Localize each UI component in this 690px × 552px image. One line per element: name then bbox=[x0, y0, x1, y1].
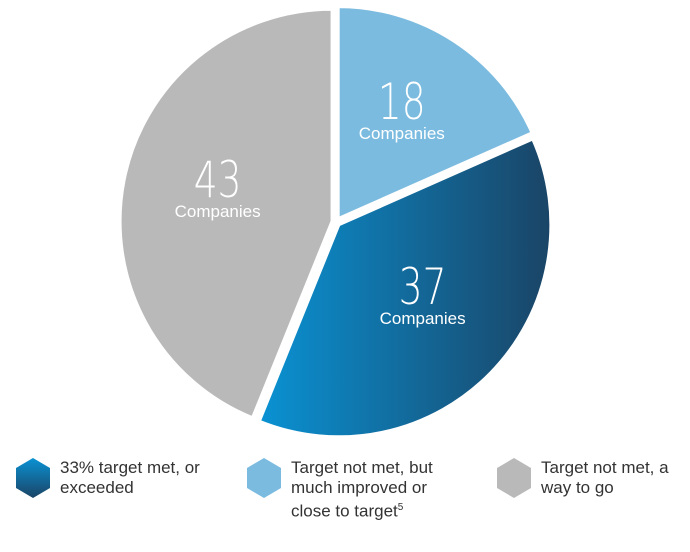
hexagon bbox=[247, 458, 281, 498]
legend-label: 33% target met, or exceeded bbox=[60, 458, 200, 498]
pie-slice bbox=[336, 5, 535, 221]
legend-label: Target not met, a way to go bbox=[541, 458, 671, 498]
legend-icon bbox=[247, 458, 281, 498]
legend-item: Target not met, a way to go bbox=[495, 456, 671, 500]
value-label: 37 bbox=[399, 259, 447, 317]
footnote-mark: 5 bbox=[397, 502, 404, 513]
legend-text: Target not met, a way to go bbox=[541, 458, 669, 497]
value-label: 43 bbox=[194, 152, 242, 210]
hexagon bbox=[16, 458, 50, 498]
pie-slice bbox=[118, 7, 334, 420]
legend-item: 33% target met, or exceeded bbox=[14, 456, 200, 500]
legend-icon bbox=[497, 458, 531, 498]
legend-item: Target not met, but much improved or clo… bbox=[245, 456, 441, 522]
pie-slice bbox=[257, 136, 553, 439]
value-unit: Companies bbox=[359, 124, 445, 143]
value-label: 18 bbox=[378, 74, 426, 132]
legend-label: Target not met, but much improved or clo… bbox=[291, 458, 441, 522]
legend-text: Target not met, but much improved or clo… bbox=[291, 458, 433, 521]
hexagon bbox=[497, 458, 531, 498]
value-unit: Companies bbox=[175, 202, 261, 221]
legend-text: 33% target met, or exceeded bbox=[60, 458, 200, 497]
legend-icon bbox=[16, 458, 50, 498]
value-unit: Companies bbox=[380, 309, 466, 328]
